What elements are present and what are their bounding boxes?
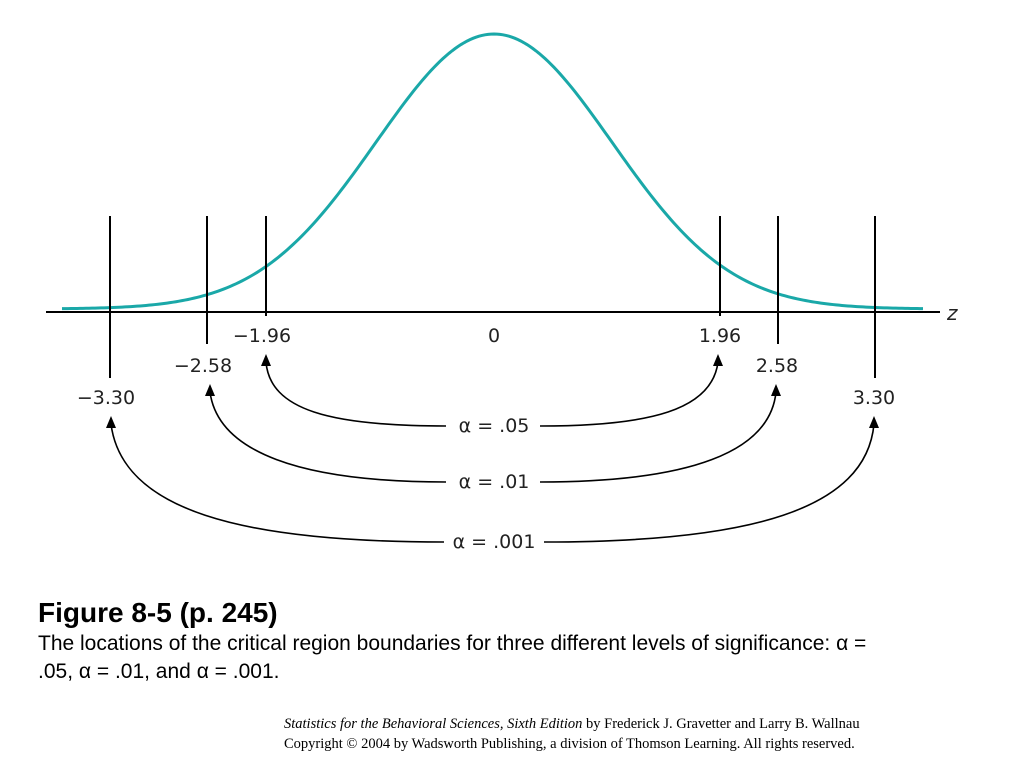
tick-label-pos-196: 1.96 (699, 325, 741, 347)
arc-alpha-05-left (265, 361, 447, 427)
tick-label-neg-258: −2.58 (174, 355, 232, 377)
arrowhead-alpha-001-right (869, 416, 879, 428)
normal-distribution-curve (61, 32, 924, 311)
alpha-label-05: α = .05 (459, 415, 530, 437)
alpha-label-001: α = .001 (453, 531, 536, 553)
source-credit: Statistics for the Behavioral Sciences, … (284, 714, 984, 754)
tick-label-pos-330: 3.30 (853, 387, 895, 409)
tick-label-neg-330: −3.30 (77, 387, 135, 409)
critical-region-diagram: z −3.30 −2.58 −1.96 0 1.96 2.58 3.30 α =… (46, 32, 958, 553)
tick-label-pos-258: 2.58 (756, 355, 798, 377)
arrowhead-alpha-001-left (106, 416, 116, 428)
tick-label-zero: 0 (488, 325, 500, 347)
arrowhead-alpha-01-left (205, 384, 215, 396)
caption-text-main: The locations of the critical region bou… (38, 632, 837, 655)
figure-caption: Figure 8-5 (p. 245) The locations of the… (38, 596, 998, 686)
caption-alpha-05: α = .05, (38, 632, 867, 683)
caption-text: The locations of the critical region bou… (38, 630, 898, 686)
tick-label-neg-196: −1.96 (233, 325, 291, 347)
arc-alpha-01-left (209, 391, 447, 483)
book-authors: by Frederick J. Gravetter and Larry B. W… (582, 716, 860, 732)
arrowhead-alpha-01-right (771, 384, 781, 396)
arc-alpha-001-left (110, 423, 445, 543)
caption-alpha-001: α = .001. (196, 660, 280, 683)
arc-alpha-01-right (539, 391, 777, 483)
alpha-label-01: α = .01 (459, 471, 530, 493)
caption-title: Figure 8-5 (p. 245) (38, 597, 278, 628)
arrowhead-alpha-05-left (261, 354, 271, 366)
arc-alpha-001-right (543, 423, 875, 543)
credit-line-1: Statistics for the Behavioral Sciences, … (284, 714, 984, 734)
arc-alpha-05-right (539, 361, 719, 427)
book-title: Statistics for the Behavioral Sciences, … (284, 716, 583, 732)
z-axis-label: z (946, 301, 958, 325)
arrowhead-alpha-05-right (713, 354, 723, 366)
copyright-line: Copyright © 2004 by Wadsworth Publishing… (284, 736, 855, 752)
caption-alpha-01: α = .01, and (78, 660, 197, 683)
